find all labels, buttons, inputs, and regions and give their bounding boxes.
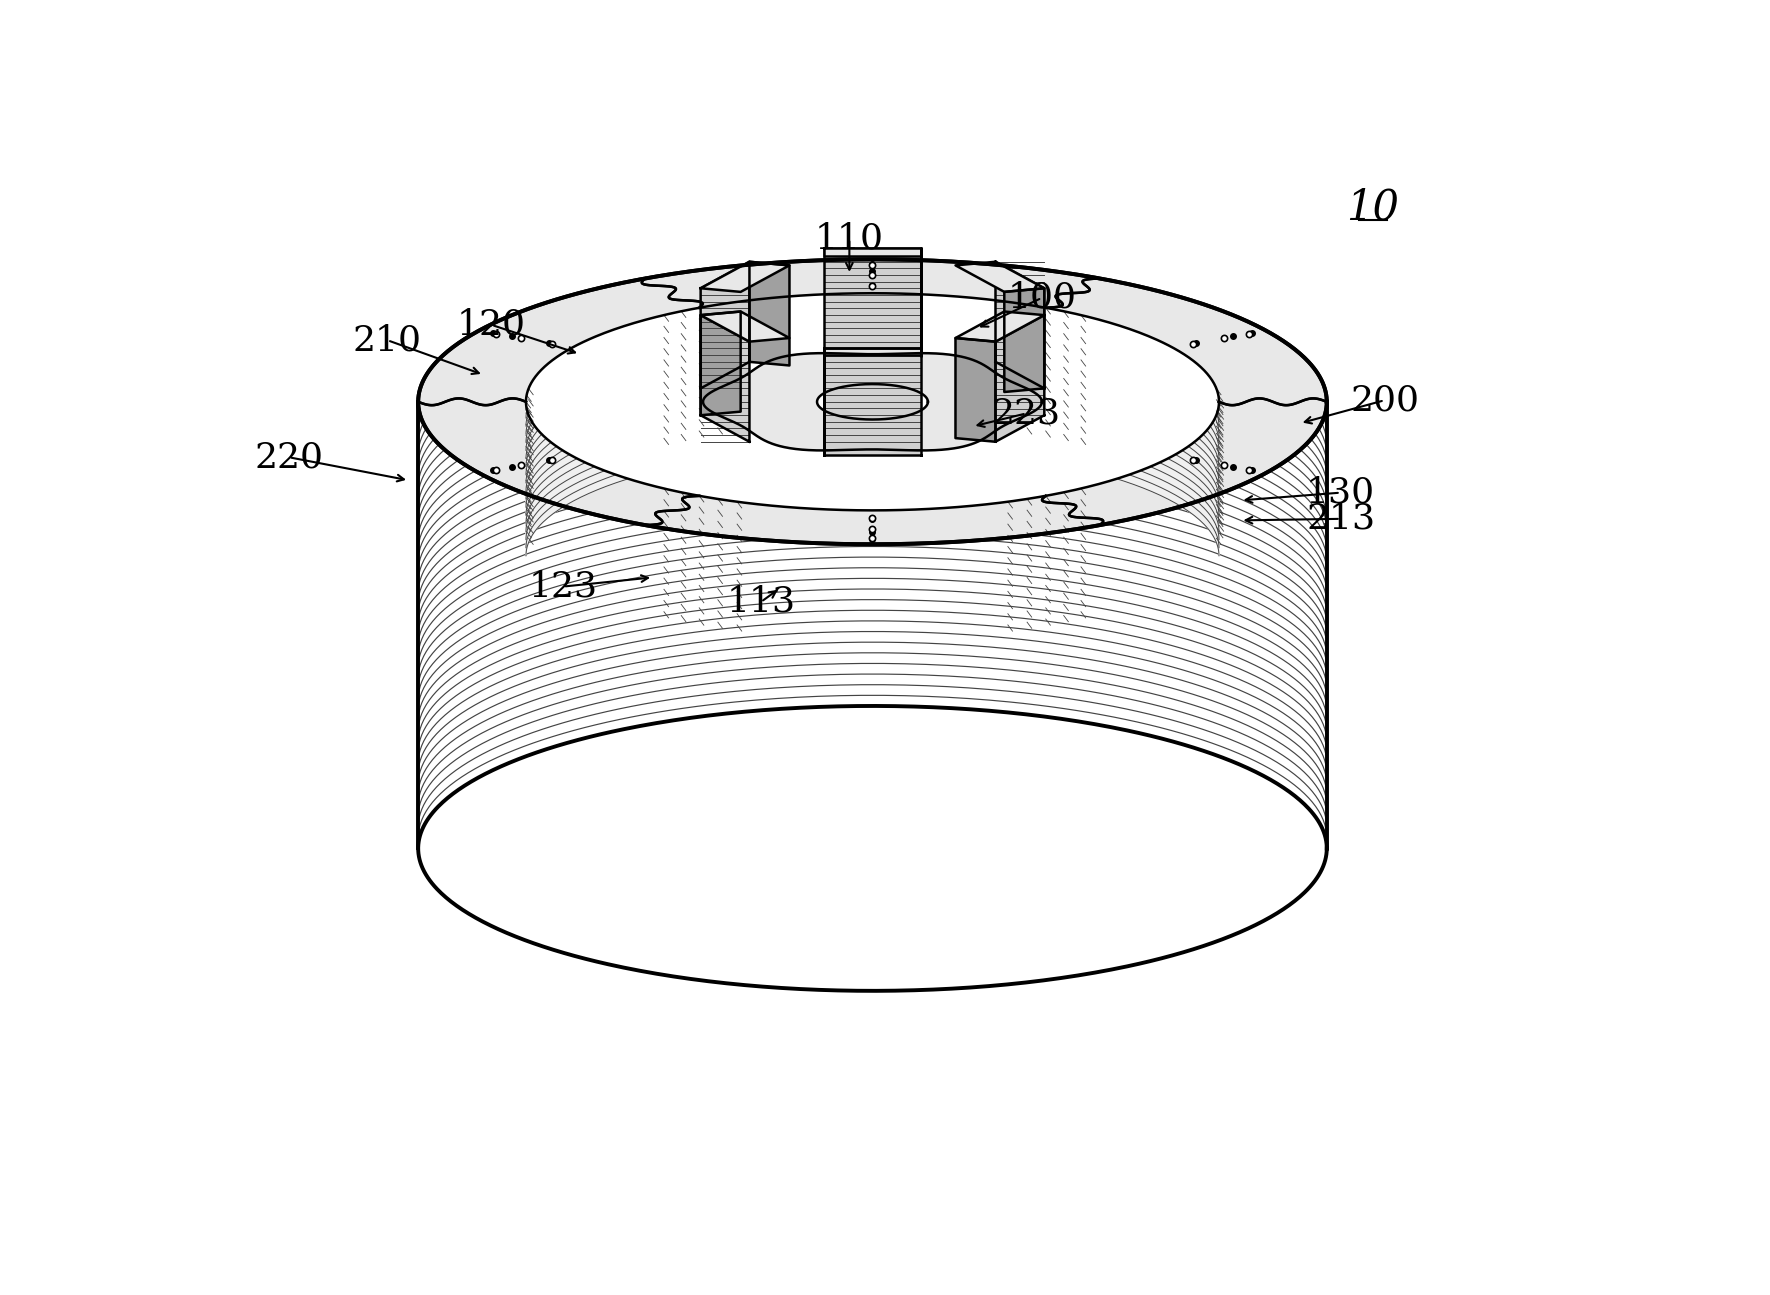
Polygon shape — [823, 355, 922, 455]
Text: 100: 100 — [1007, 281, 1076, 315]
Polygon shape — [823, 348, 922, 355]
Polygon shape — [526, 293, 1220, 510]
Text: 223: 223 — [991, 396, 1060, 430]
Polygon shape — [823, 249, 922, 348]
Text: 213: 213 — [1306, 502, 1375, 536]
Polygon shape — [526, 293, 1220, 556]
Text: 113: 113 — [726, 585, 795, 619]
Polygon shape — [703, 354, 1043, 451]
Polygon shape — [956, 312, 1044, 342]
Polygon shape — [995, 315, 1044, 442]
Polygon shape — [701, 312, 789, 342]
Text: 200: 200 — [1351, 383, 1420, 417]
Text: 110: 110 — [814, 221, 883, 255]
Polygon shape — [956, 262, 1044, 291]
Text: 210: 210 — [352, 324, 421, 357]
Text: 130: 130 — [1306, 475, 1375, 510]
Polygon shape — [1004, 289, 1044, 392]
Polygon shape — [701, 315, 749, 442]
Text: 220: 220 — [255, 440, 324, 474]
Polygon shape — [823, 249, 922, 255]
Polygon shape — [418, 259, 1328, 848]
Text: 10: 10 — [1347, 186, 1400, 229]
Polygon shape — [818, 385, 927, 420]
Polygon shape — [418, 259, 1328, 544]
Text: 123: 123 — [529, 570, 598, 603]
Text: 120: 120 — [457, 308, 526, 342]
Polygon shape — [701, 312, 740, 416]
Polygon shape — [418, 259, 1328, 544]
Polygon shape — [956, 338, 995, 442]
Polygon shape — [701, 262, 749, 388]
Polygon shape — [701, 262, 789, 291]
Polygon shape — [749, 262, 789, 365]
Polygon shape — [995, 262, 1044, 388]
